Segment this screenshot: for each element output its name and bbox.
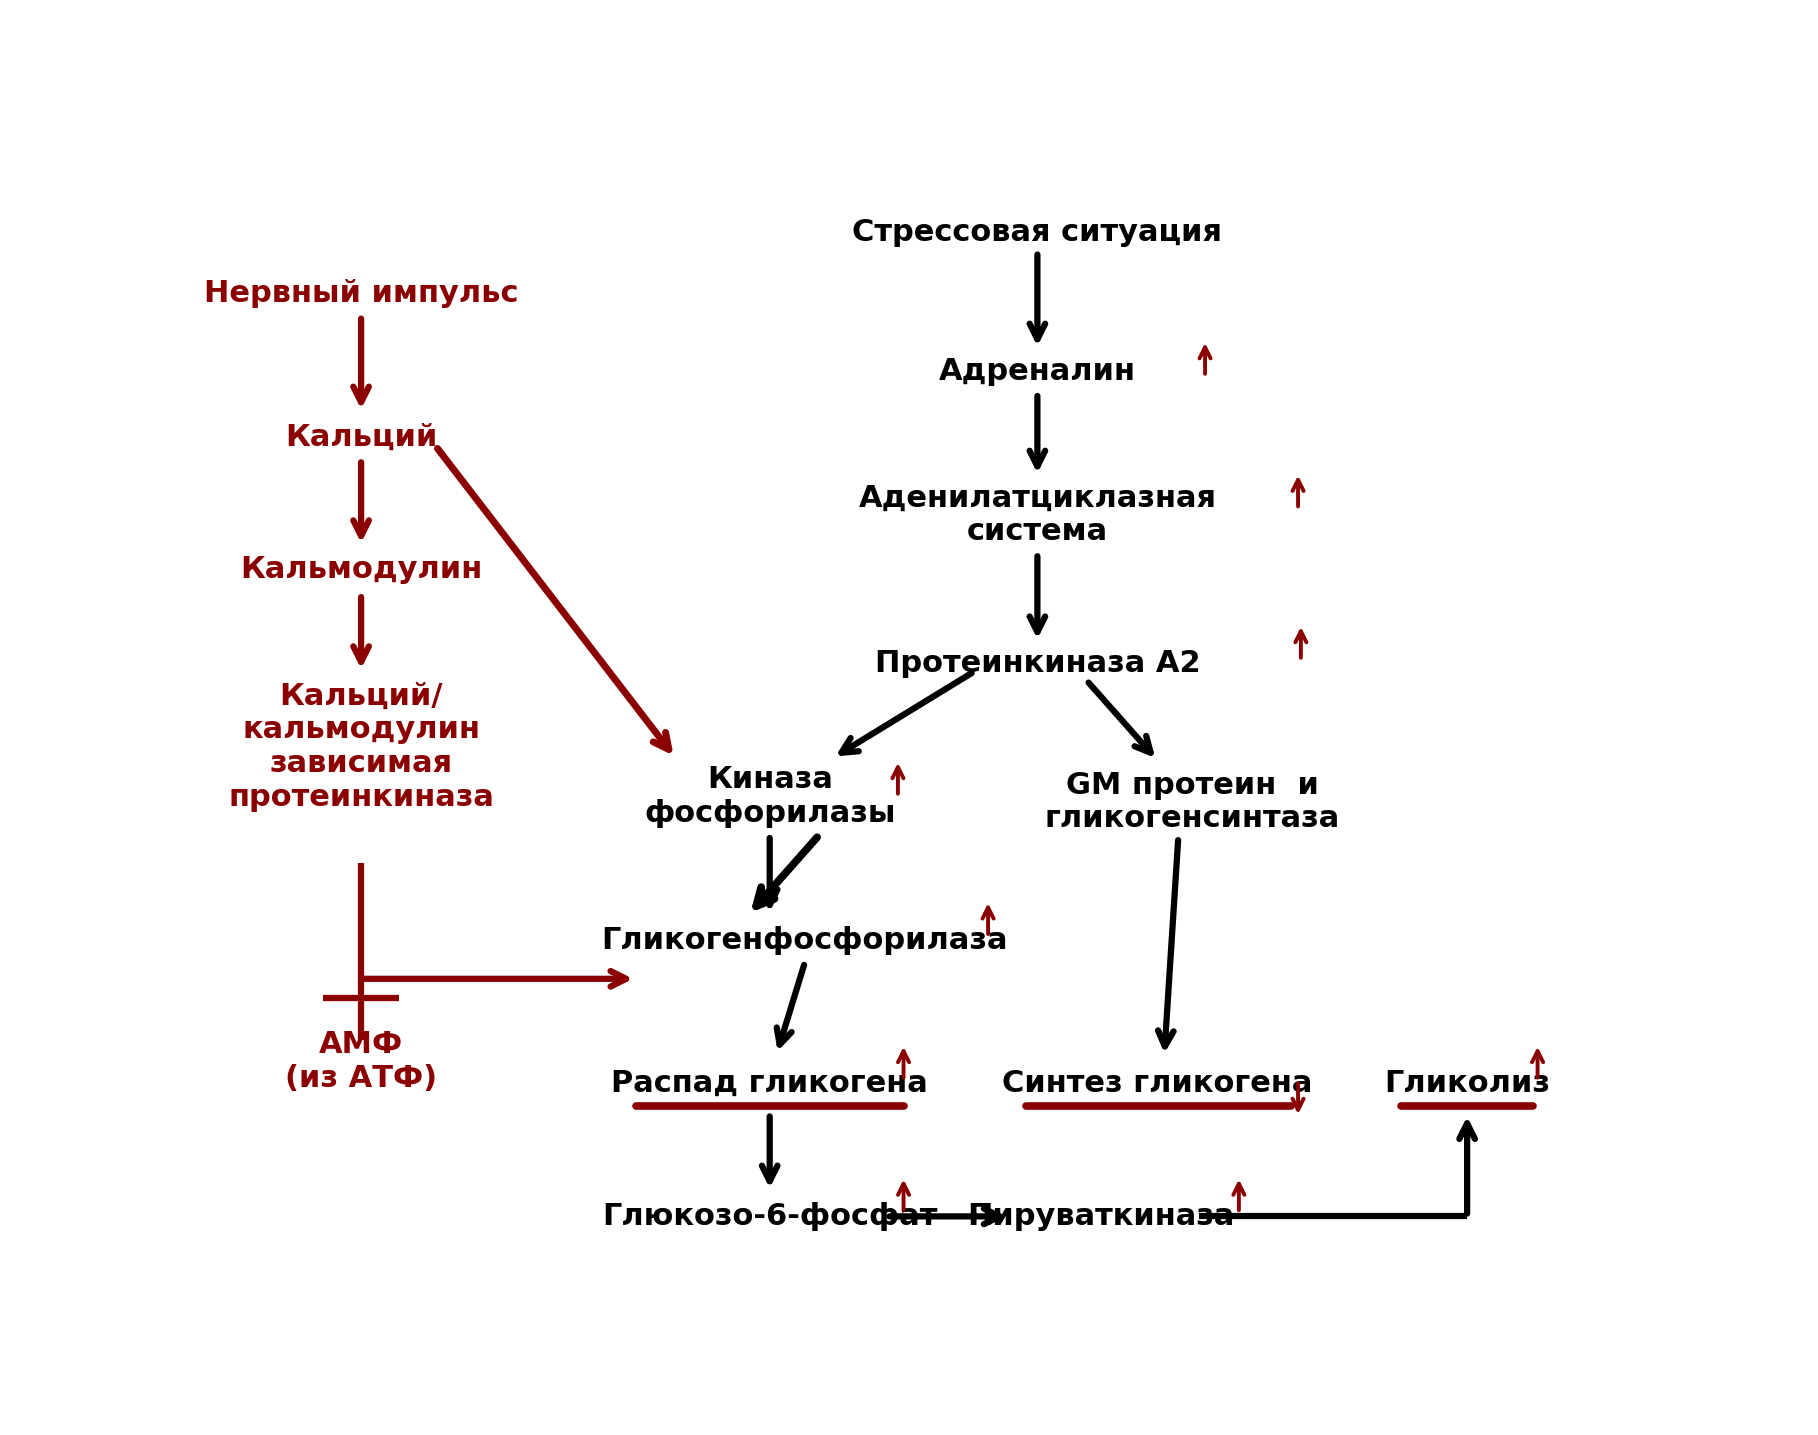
Text: Кальций: Кальций (285, 423, 438, 452)
Text: Нервный импульс: Нервный импульс (204, 280, 518, 309)
Text: Гликолиз: Гликолиз (1383, 1069, 1551, 1098)
Text: Стрессовая ситуация: Стрессовая ситуация (853, 218, 1222, 247)
Text: АМФ
(из АТФ): АМФ (из АТФ) (285, 1030, 436, 1093)
Text: Распад гликогена: Распад гликогена (611, 1069, 927, 1098)
Text: Пируваткиназа: Пируваткиназа (967, 1203, 1234, 1231)
Text: Кальций/
кальмодулин
зависимая
протеинкиназа: Кальций/ кальмодулин зависимая протеинки… (229, 682, 494, 812)
Text: Синтез гликогена: Синтез гликогена (1002, 1069, 1313, 1098)
Text: Аденилатциклазная
система: Аденилатциклазная система (858, 484, 1216, 547)
Text: Кальмодулин: Кальмодулин (240, 555, 482, 584)
Text: Адреналин: Адреналин (938, 356, 1136, 386)
Text: Глюкозо-6-фосфат: Глюкозо-6-фосфат (602, 1203, 938, 1231)
Text: GM протеин  и
гликогенсинтаза: GM протеин и гликогенсинтаза (1045, 771, 1340, 834)
Text: Киназа
фосфорилазы: Киназа фосфорилазы (644, 765, 896, 828)
Text: Гликогенфосфорилаза: Гликогенфосфорилаза (602, 926, 1009, 954)
Text: Протеинкиназа А2: Протеинкиназа А2 (874, 650, 1200, 679)
